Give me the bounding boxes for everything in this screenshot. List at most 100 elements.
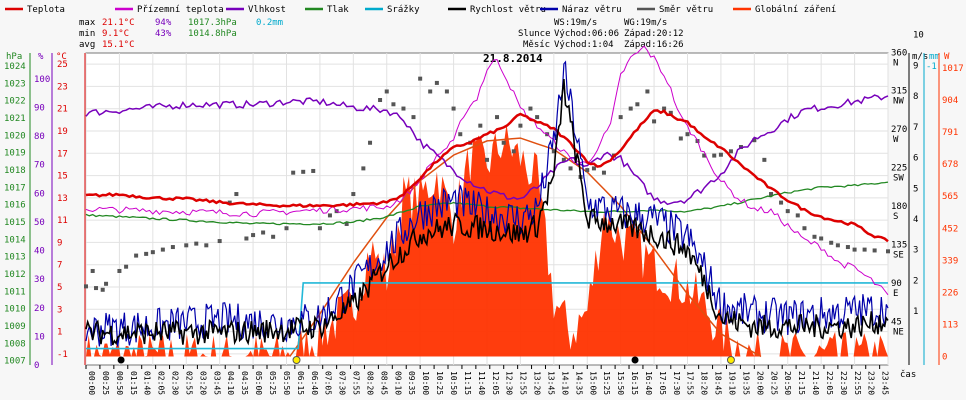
stat-hum: 94% bbox=[155, 18, 172, 28]
tick-time: 20:00 bbox=[755, 371, 764, 395]
tick-time: 17:05 bbox=[658, 371, 667, 395]
wind-dir-point bbox=[678, 136, 683, 141]
wind-wg: WG:19m/s bbox=[624, 18, 667, 28]
wind-dir-point bbox=[291, 170, 296, 175]
tick-time: 06:40 bbox=[310, 371, 319, 395]
wind-dir-point bbox=[712, 153, 717, 158]
tick-w: 339 bbox=[942, 256, 958, 266]
wind-dir-point bbox=[872, 248, 877, 253]
tick-hpa: 1017 bbox=[4, 183, 26, 193]
wind-dir-point bbox=[585, 168, 590, 173]
wind-dir-point bbox=[327, 213, 332, 218]
tick-c: 25 bbox=[57, 60, 68, 70]
legend-label: Globální záření bbox=[755, 5, 836, 15]
tick-c: 23 bbox=[57, 82, 68, 92]
tick-time: 15:00 bbox=[588, 371, 597, 395]
tick-hpa: 1021 bbox=[4, 114, 26, 124]
tick-time: 00:00 bbox=[87, 371, 96, 395]
tick-c: 15 bbox=[57, 172, 68, 182]
wind-dir-point bbox=[227, 200, 232, 205]
tick-c: -1 bbox=[57, 350, 68, 360]
tick-dir-deg: 315 bbox=[891, 87, 907, 97]
tick-c: 19 bbox=[57, 127, 68, 137]
wind-dir-point bbox=[434, 80, 439, 85]
wind-dir-point bbox=[511, 149, 516, 154]
tick-time: 12:30 bbox=[505, 371, 514, 395]
tick-ms: 2 bbox=[913, 276, 918, 286]
tick-time: 05:25 bbox=[268, 371, 277, 395]
tick-hpa: 1007 bbox=[4, 357, 26, 367]
wind-dir-point bbox=[769, 192, 774, 197]
sun-label: Slunce bbox=[518, 29, 551, 39]
wind-dir-point bbox=[662, 106, 667, 111]
tick-hpa: 1018 bbox=[4, 166, 26, 176]
tick-time: 11:40 bbox=[477, 371, 486, 395]
tick-time: 01:40 bbox=[143, 371, 152, 395]
axis-unit-mm: mm bbox=[929, 52, 940, 62]
sun-rise: Východ:06:06 bbox=[554, 29, 619, 39]
wind-dir-point bbox=[495, 115, 500, 120]
wind-dir-point bbox=[561, 157, 566, 162]
series-humidity bbox=[85, 94, 889, 206]
tick-time: 07:55 bbox=[352, 371, 361, 395]
wind-dir-point bbox=[535, 115, 540, 120]
tick-pct: 40 bbox=[34, 247, 45, 257]
series-wind-speed bbox=[85, 79, 889, 346]
tick-ms: 5 bbox=[913, 184, 918, 194]
wind-dir-point bbox=[317, 226, 322, 231]
tick-time: 22:30 bbox=[839, 371, 848, 395]
tick-w: 791 bbox=[942, 128, 958, 138]
wind-dir-point bbox=[819, 236, 824, 241]
tick-c: 11 bbox=[57, 216, 68, 226]
tick-time: 20:25 bbox=[769, 371, 778, 395]
tick-pct: 80 bbox=[34, 132, 45, 142]
wind-dir-point bbox=[812, 234, 817, 239]
tick-time: 09:10 bbox=[393, 371, 402, 395]
tick-hpa: 1008 bbox=[4, 339, 26, 349]
tick-time: 08:45 bbox=[379, 371, 388, 395]
wind-dir-point bbox=[90, 268, 95, 273]
wind-dir-point bbox=[134, 253, 139, 258]
wind-dir-point bbox=[217, 239, 222, 244]
tick-dir-lab: E bbox=[893, 289, 898, 299]
wind-dir-point bbox=[351, 192, 356, 197]
tick-hpa: 1022 bbox=[4, 97, 26, 107]
tick-hpa: 1011 bbox=[4, 287, 26, 297]
wind-dir-point bbox=[752, 138, 757, 143]
tick-time: 15:25 bbox=[602, 371, 611, 395]
tick-pct: 0 bbox=[34, 361, 39, 371]
moon-rise: Východ:1:04 bbox=[554, 40, 614, 50]
tick-time: 17:30 bbox=[672, 371, 681, 395]
tick-time: 07:05 bbox=[324, 371, 333, 395]
wind-dir-point bbox=[418, 76, 423, 81]
wind-dir-point bbox=[234, 192, 239, 197]
tick-c: 9 bbox=[57, 238, 62, 248]
wind-dir-point bbox=[702, 153, 707, 158]
tick-hpa: 1012 bbox=[4, 270, 26, 280]
tick-time: 02:30 bbox=[171, 371, 180, 395]
wind-dir-point bbox=[271, 234, 276, 239]
tick-time: 00:50 bbox=[115, 371, 124, 395]
wind-dir-point bbox=[829, 240, 834, 245]
tick-pct: 30 bbox=[34, 275, 45, 285]
axis-unit-ms: m/s bbox=[912, 52, 928, 62]
wind-dir-point bbox=[84, 284, 88, 289]
axis-unit-pct: % bbox=[38, 52, 44, 62]
tick-time: 10:25 bbox=[435, 371, 444, 395]
tick-ms: 8 bbox=[913, 92, 918, 102]
sun-marker bbox=[292, 356, 301, 364]
tick-time: 19:10 bbox=[727, 371, 736, 395]
tick-time: 02:05 bbox=[157, 371, 166, 395]
wind-ws: WS:19m/s bbox=[554, 18, 597, 28]
legend-label: Tlak bbox=[327, 5, 349, 15]
tick-c: 17 bbox=[57, 149, 68, 159]
tick-dir-lab: N bbox=[893, 58, 898, 68]
wind-dir-point bbox=[485, 157, 489, 162]
stat-temp: 21.1°C bbox=[102, 18, 135, 28]
tick-pct: 60 bbox=[34, 189, 45, 199]
wind-dir-point bbox=[645, 89, 650, 94]
tick-hpa: 1024 bbox=[4, 62, 26, 72]
tick-pct: 20 bbox=[34, 304, 45, 314]
wind-dir-point bbox=[411, 115, 416, 120]
tick-time: 03:45 bbox=[212, 371, 221, 395]
